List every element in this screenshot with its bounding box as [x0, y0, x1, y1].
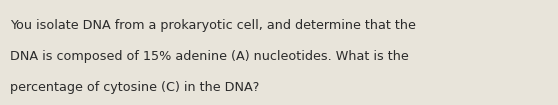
Text: percentage of cytosine (C) in the DNA?: percentage of cytosine (C) in the DNA? [10, 81, 259, 94]
Text: You isolate DNA from a prokaryotic cell, and determine that the: You isolate DNA from a prokaryotic cell,… [10, 19, 416, 32]
Text: DNA is composed of 15% adenine (A) nucleotides. What is the: DNA is composed of 15% adenine (A) nucle… [10, 50, 409, 63]
